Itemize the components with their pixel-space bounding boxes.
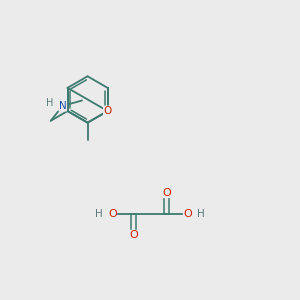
Text: O: O	[183, 209, 192, 219]
Text: O: O	[129, 230, 138, 240]
Text: N: N	[59, 101, 67, 111]
Text: O: O	[162, 188, 171, 197]
Text: H: H	[95, 209, 103, 219]
Text: H: H	[46, 98, 54, 109]
Text: O: O	[103, 106, 112, 116]
Text: O: O	[108, 209, 117, 219]
Text: H: H	[197, 209, 205, 219]
